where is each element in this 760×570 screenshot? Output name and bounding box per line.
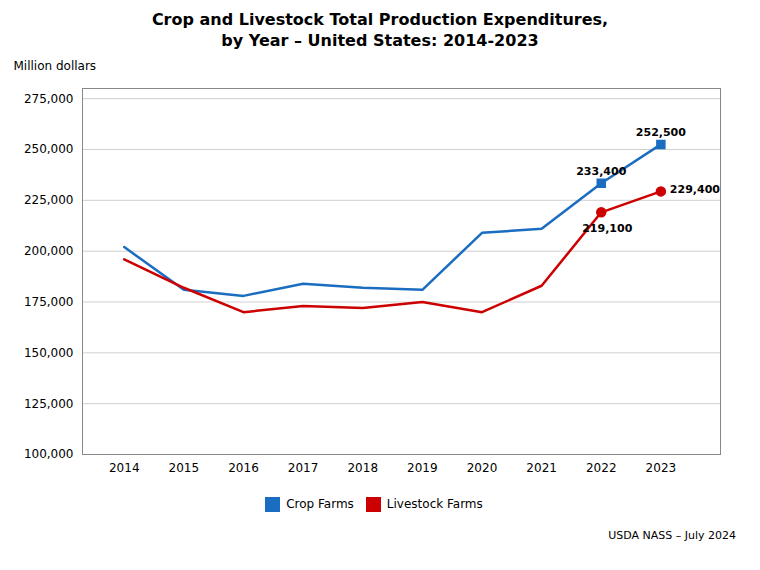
svg-text:2021: 2021 [526,461,557,475]
html-text:USDA NASS – July 2024: USDA NASS – July 2024 [608,528,736,542]
svg-text:100,000: 100,000 [24,447,74,461]
svg-text:2017: 2017 [288,461,319,475]
html-text:Crop Farms: Crop Farms [286,497,354,512]
svg-text:275,000: 275,000 [24,91,74,105]
svg-text:Million dollars: Million dollars [14,59,97,73]
svg-text:200,000: 200,000 [24,244,74,258]
svg-text:250,000: 250,000 [24,142,74,156]
svg-text:2023: 2023 [646,461,677,475]
svg-text:2015: 2015 [169,461,200,475]
svg-text:219,100: 219,100 [582,221,632,234]
svg-text:125,000: 125,000 [24,396,74,410]
svg-text:229,400: 229,400 [670,183,720,196]
svg-text:2018: 2018 [347,461,378,475]
html-text:Livestock Farms: Livestock Farms [386,497,483,512]
svg-text:225,000: 225,000 [24,193,74,207]
svg-text:252,500: 252,500 [636,126,686,139]
svg-text:2020: 2020 [467,461,498,475]
html-text:Crop and Livestock Total Produ: Crop and Livestock Total Production Expe… [151,10,609,50]
svg-text:2014: 2014 [109,461,140,475]
svg-text:233,400: 233,400 [576,164,626,177]
svg-text:150,000: 150,000 [24,345,74,359]
svg-text:2022: 2022 [586,461,617,475]
svg-text:175,000: 175,000 [24,294,74,308]
svg-text:2016: 2016 [228,461,259,475]
svg-text:2019: 2019 [407,461,438,475]
